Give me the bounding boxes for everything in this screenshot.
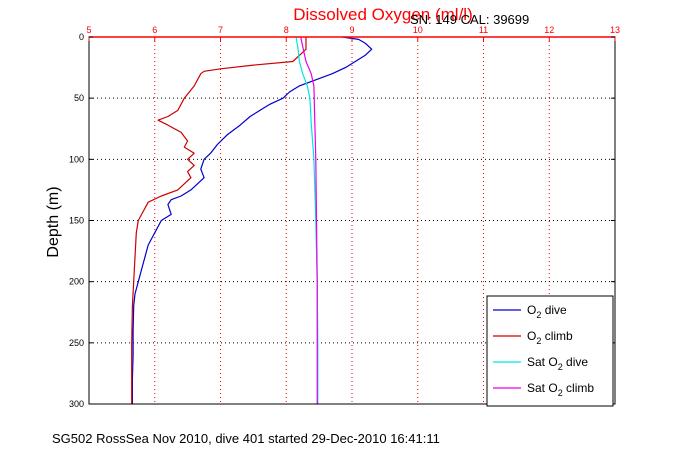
x-tick-label: 5 xyxy=(86,25,91,35)
dive-info-footer: SG502 RossSea Nov 2010, dive 401 started… xyxy=(52,431,440,446)
serial-cal-label: SN: 149 CAL: 39699 xyxy=(410,12,529,27)
x-tick-label: 8 xyxy=(284,25,289,35)
chart-title: Dissolved Oxygen (ml/l) xyxy=(293,5,473,24)
legend-entry: Sat O2 climb xyxy=(527,381,594,398)
axis-ticks: 5 6 7 8 9 10 11 12 13 0 50 100 150 200 250 300 xyxy=(69,25,620,409)
x-tick-label: 13 xyxy=(610,25,620,35)
x-tick-label: 9 xyxy=(349,25,354,35)
y-tick-label: 150 xyxy=(69,216,84,226)
x-tick-label: 7 xyxy=(218,25,223,35)
x-tick-label: 11 xyxy=(479,25,488,35)
y-tick-label: 50 xyxy=(74,93,84,103)
series-lines xyxy=(131,36,373,404)
legend: O2 dive O2 climb Sat O2 dive Sat O2 climb xyxy=(486,295,614,407)
legend-entry: Sat O2 dive xyxy=(527,355,588,372)
y-tick-label: 0 xyxy=(79,32,84,42)
legend-entry: O2 dive xyxy=(527,303,567,320)
y-tick-label: 250 xyxy=(69,338,84,348)
y-tick-label: 300 xyxy=(69,399,84,409)
series-line xyxy=(300,36,318,404)
y-axis-label: Depth (m) xyxy=(45,186,62,257)
y-tick-label: 100 xyxy=(69,154,84,164)
y-tick-label: 200 xyxy=(69,277,84,287)
x-tick-label: 10 xyxy=(413,25,423,35)
series-line xyxy=(131,36,373,404)
x-tick-label: 6 xyxy=(152,25,157,35)
series-line xyxy=(131,37,307,404)
legend-entry: O2 climb xyxy=(527,329,573,346)
x-tick-label: 12 xyxy=(544,25,554,35)
